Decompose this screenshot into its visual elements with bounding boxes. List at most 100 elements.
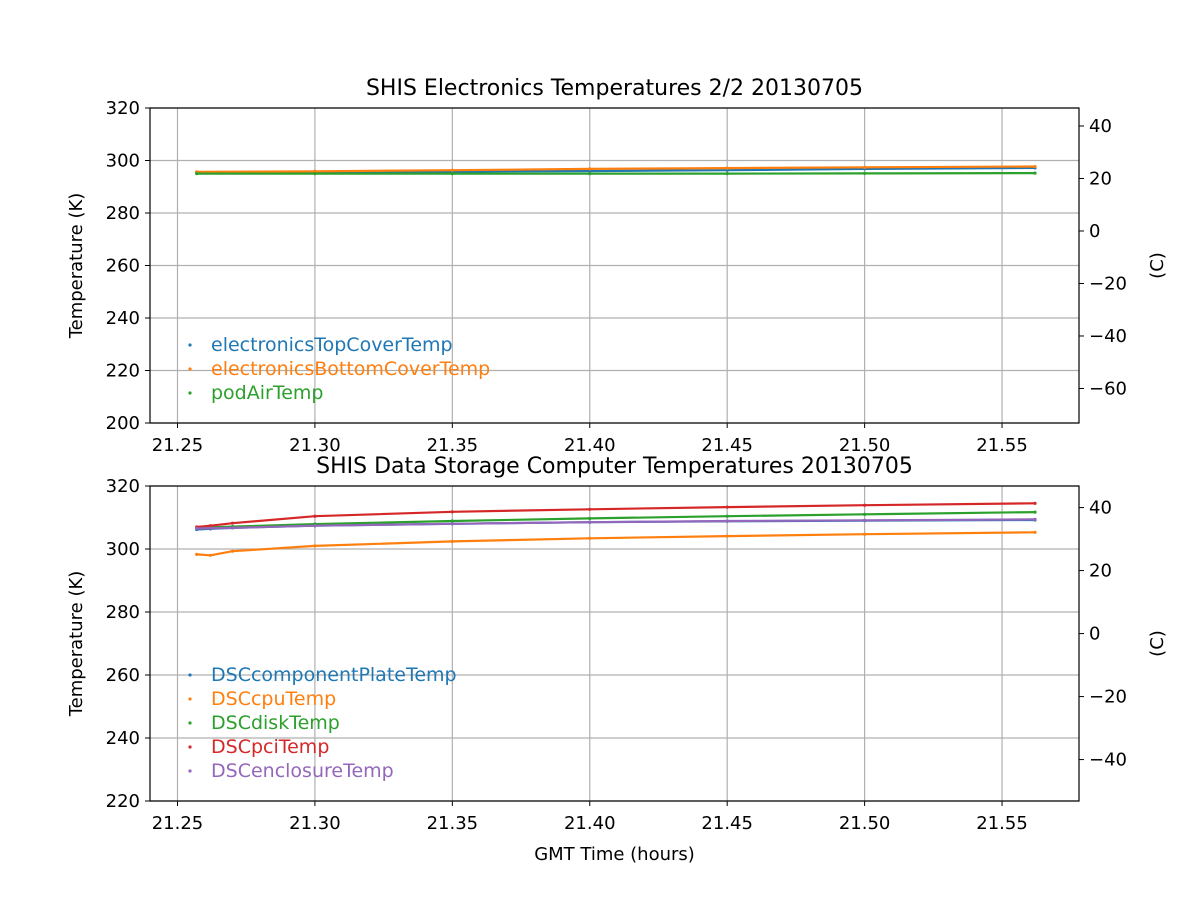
y-tick-label: 260 — [106, 665, 140, 686]
data-point-DSCcpuTemp — [208, 553, 213, 557]
data-point-DSCenclosureTemp — [1033, 517, 1037, 521]
data-point-DSCpciTemp — [450, 510, 454, 514]
x-tick-label: 21.35 — [427, 435, 479, 456]
data-point-podAirTemp — [588, 172, 592, 176]
x-tick-label: 21.30 — [289, 435, 341, 456]
chart-electronics-temperatures: 21.25 21.30 21.35 21.40 21.45 21.50 21.5520022… — [66, 76, 1168, 456]
data-point-DSCenclosureTemp — [195, 526, 199, 531]
legend: DSCcomponentPlateTempDSCcpuTempDSCdiskTe… — [188, 664, 457, 782]
y-tick-label: 320 — [106, 98, 140, 119]
data-point-DSCcpuTemp — [588, 536, 592, 540]
legend-marker — [188, 721, 192, 725]
y-right-tick-label: −20 — [1089, 273, 1127, 294]
x-axis-label: GMT Time (hours) — [534, 844, 695, 865]
legend-label: podAirTemp — [211, 382, 323, 404]
x-tick-label: 21.40 — [564, 435, 616, 456]
y-tick-label: 280 — [106, 203, 140, 224]
y-right-tick-label: −40 — [1089, 750, 1127, 771]
y-tick-label: 240 — [106, 308, 140, 329]
data-point-DSCcpuTemp — [230, 549, 235, 553]
x-tick-label: 21.45 — [701, 813, 753, 834]
y-right-tick-label: 40 — [1089, 116, 1112, 137]
y-right-tick-label: 0 — [1089, 221, 1100, 242]
series-DSCcpuTemp — [196, 531, 1036, 557]
data-point-podAirTemp — [863, 171, 867, 175]
y-right-tick-label: 20 — [1089, 561, 1112, 582]
data-point-DSCpciTemp — [230, 521, 235, 525]
legend-label: DSCcpuTemp — [211, 688, 336, 710]
legend: electronicsTopCoverTempelectronicsBottom… — [188, 334, 490, 404]
y-right-tick-label: −20 — [1089, 687, 1127, 708]
y-tick-label: 240 — [106, 728, 140, 749]
y-tick-label: 300 — [106, 151, 140, 172]
data-point-electronicsBottomCoverTemp — [725, 166, 729, 170]
data-point-electronicsBottomCoverTemp — [863, 165, 867, 169]
y-right-tick-label: 0 — [1089, 624, 1100, 645]
y-right-tick-label: 20 — [1089, 168, 1112, 189]
x-tick-label: 21.45 — [701, 435, 753, 456]
y-right-tick-label: 40 — [1089, 498, 1112, 519]
legend-marker — [188, 745, 192, 749]
y-axis-label: Temperature (K) — [66, 193, 87, 340]
legend-label: DSCenclosureTemp — [211, 760, 394, 782]
data-point-DSCdiskTemp — [1033, 510, 1037, 514]
data-point-DSCpciTemp — [313, 514, 317, 518]
y-tick-label: 220 — [106, 361, 140, 382]
plot-frame — [149, 107, 1080, 424]
data-point-DSCcpuTemp — [450, 539, 454, 544]
data-point-DSCenclosureTemp — [863, 518, 867, 522]
legend-label: electronicsBottomCoverTemp — [211, 358, 490, 380]
y-right-tick-label: −40 — [1089, 326, 1127, 347]
chart-data-storage-computer-temperatures: 21.25 21.30 21.35 21.40 21.45 21.50 21.55 220 24… — [66, 454, 1168, 865]
x-tick-label: 21.40 — [564, 813, 616, 834]
data-point-DSCcpuTemp — [313, 544, 317, 548]
data-point-DSCcpuTemp — [195, 552, 199, 556]
legend-label: electronicsTopCoverTemp — [211, 334, 453, 356]
data-point-podAirTemp — [725, 172, 729, 176]
data-point-electronicsBottomCoverTemp — [1033, 164, 1037, 169]
data-point-DSCcpuTemp — [1033, 530, 1037, 534]
y-tick-label: 200 — [106, 413, 140, 434]
x-tick-label: 21.50 — [839, 813, 891, 834]
data-point-DSCdiskTemp — [725, 514, 729, 518]
data-point-podAirTemp — [1033, 171, 1037, 175]
x-tick-label: 21.35 — [427, 813, 479, 834]
data-point-DSCdiskTemp — [863, 512, 867, 516]
data-point-DSCpciTemp — [725, 505, 729, 509]
y-tick-label: 300 — [106, 539, 140, 560]
data-point-DSCenclosureTemp — [208, 526, 213, 530]
x-tick-label: 21.55 — [976, 813, 1028, 834]
x-tick-label: 21.50 — [839, 435, 891, 456]
data-point-DSCpciTemp — [863, 503, 867, 507]
data-point-DSCenclosureTemp — [313, 524, 317, 528]
data-point-DSCenclosureTemp — [588, 520, 592, 524]
plot-area — [195, 164, 1037, 176]
data-point-DSCpciTemp — [208, 524, 213, 528]
y-right-axis-label: (C) — [1147, 630, 1168, 657]
data-point-podAirTemp — [450, 172, 454, 176]
y-right-tick-label: −60 — [1089, 378, 1127, 399]
x-tick-label: 21.55 — [976, 435, 1028, 456]
x-tick-label: 21.25 — [152, 435, 204, 456]
chart-title: SHIS Electronics Temperatures 2/2 201307… — [366, 76, 863, 101]
y-tick-label: 220 — [106, 791, 140, 812]
chart-title: SHIS Data Storage Computer Temperatures … — [316, 454, 913, 479]
legend-marker — [188, 697, 192, 701]
y-right-axis-label: (C) — [1147, 252, 1168, 279]
legend-label: DSCpciTemp — [211, 736, 329, 758]
y-tick-label: 320 — [106, 476, 140, 497]
y-tick-label: 260 — [106, 256, 140, 277]
legend-marker — [188, 343, 192, 347]
data-point-DSCpciTemp — [1033, 501, 1037, 505]
data-point-electronicsBottomCoverTemp — [313, 169, 317, 173]
data-point-DSCcpuTemp — [863, 532, 867, 536]
y-tick-label: 280 — [106, 602, 140, 623]
data-point-electronicsBottomCoverTemp — [450, 168, 454, 172]
y-axis-label: Temperature (K) — [66, 571, 87, 718]
legend-marker — [188, 367, 192, 371]
legend-marker — [188, 673, 192, 677]
data-point-podAirTemp — [195, 172, 199, 176]
legend-label: DSCdiskTemp — [211, 712, 340, 734]
data-point-DSCdiskTemp — [588, 516, 592, 521]
